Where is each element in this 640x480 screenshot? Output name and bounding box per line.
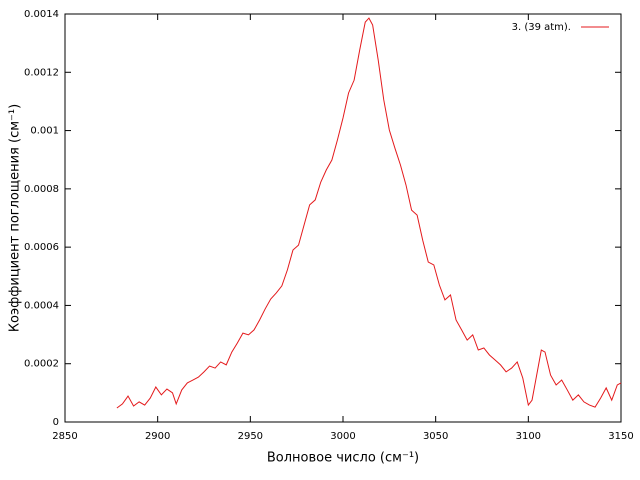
y-tick-label: 0.0006 bbox=[24, 242, 59, 253]
x-tick-label: 3150 bbox=[608, 431, 633, 442]
plot-frame bbox=[64, 13, 622, 423]
x-tick-label: 2950 bbox=[238, 431, 263, 442]
y-tick-label: 0.0002 bbox=[24, 359, 59, 370]
y-tick-label: 0.0008 bbox=[24, 184, 59, 195]
y-tick-label: 0.001 bbox=[30, 126, 59, 137]
y-tick-label: 0.0004 bbox=[24, 300, 59, 311]
x-tick-label: 2850 bbox=[52, 431, 77, 442]
x-tick-label: 3100 bbox=[516, 431, 541, 442]
x-tick-label: 3050 bbox=[423, 431, 448, 442]
y-axis-label: Коэффициент поглощения (см⁻¹) bbox=[8, 104, 23, 332]
x-tick-label: 3000 bbox=[330, 431, 355, 442]
legend-label: 3. (39 atm). bbox=[512, 22, 571, 33]
y-tick-label: 0.0014 bbox=[24, 9, 59, 20]
y-tick-label: 0.0012 bbox=[24, 67, 59, 78]
x-axis-label: Волновое число (см⁻¹) bbox=[267, 451, 419, 466]
x-tick-label: 2900 bbox=[145, 431, 170, 442]
data-line bbox=[116, 17, 622, 409]
y-tick-label: 0 bbox=[53, 417, 59, 428]
